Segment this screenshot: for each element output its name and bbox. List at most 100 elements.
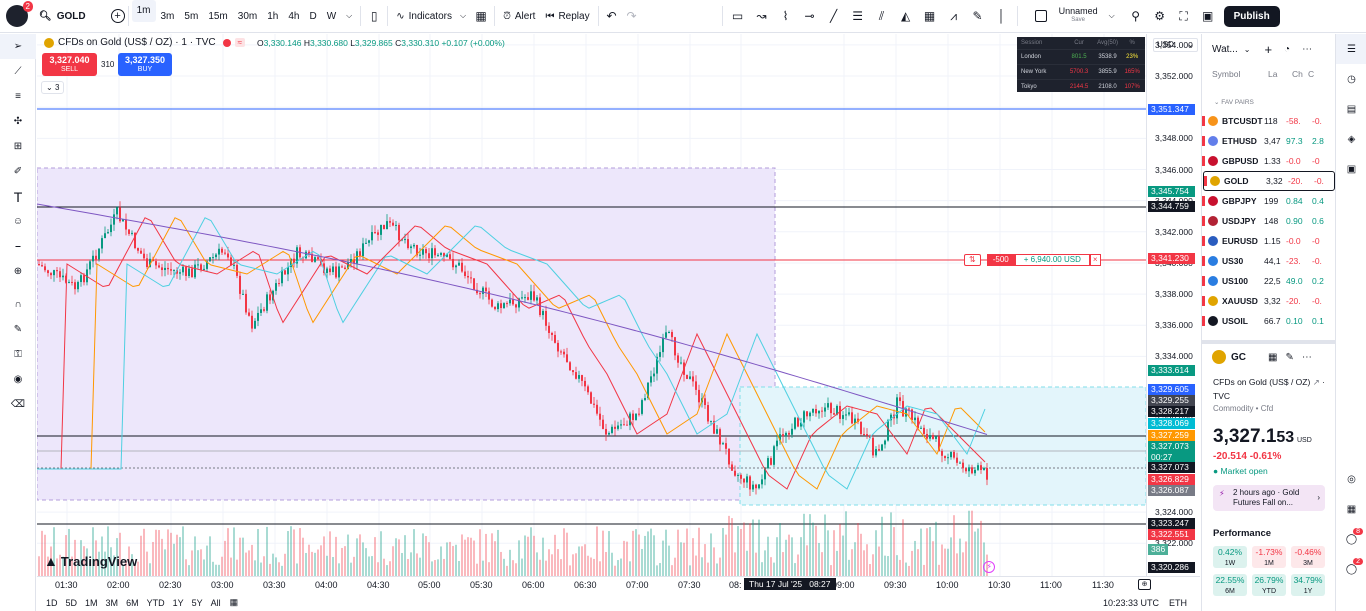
forecast-tool-icon[interactable]: ⊞ bbox=[13, 141, 23, 152]
range-ytd[interactable]: YTD bbox=[146, 597, 165, 608]
cursor-icon[interactable]: ➢ bbox=[0, 34, 36, 59]
watchlist-row[interactable]: USDJPY 148 0.90 0.6 bbox=[1202, 211, 1335, 231]
redo-icon[interactable]: ↷ bbox=[626, 9, 637, 23]
rectangle-icon[interactable]: ▭ bbox=[731, 9, 744, 23]
flag-marker[interactable] bbox=[1202, 256, 1205, 266]
watchlist-icon[interactable]: ☰ bbox=[1336, 34, 1366, 64]
calendar-icon[interactable]: ▦ bbox=[229, 597, 239, 607]
watchlist-row[interactable]: USOIL 66.7 0.10 0.1 bbox=[1202, 311, 1335, 331]
camera-snapshot-icon[interactable]: ▣ bbox=[1201, 9, 1214, 23]
flag-marker[interactable] bbox=[1202, 276, 1205, 286]
indicators-button[interactable]: ∿ Indicators ⌵ bbox=[391, 0, 471, 33]
triangle-icon[interactable]: ◭ bbox=[900, 9, 911, 23]
flag-marker[interactable] bbox=[1202, 136, 1205, 146]
stay-in-drawing-mode-icon[interactable]: ✎ bbox=[13, 324, 23, 335]
interval-3m[interactable]: 3m bbox=[160, 10, 175, 22]
interval-15m[interactable]: 15m bbox=[208, 10, 228, 22]
indicators-toggle[interactable]: ⌄ 3 bbox=[41, 81, 65, 94]
performance-cell[interactable]: -0.46% 3M bbox=[1291, 546, 1325, 568]
buy-button[interactable]: 3,327.350 BUY bbox=[118, 53, 172, 76]
watchlist-column-header[interactable]: Ch bbox=[1292, 69, 1303, 79]
scroll-to-realtime-icon[interactable]: ⊕ bbox=[1138, 579, 1151, 590]
news-card[interactable]: ⚡︎ 2 hours ago · Gold Futures Fall on...… bbox=[1213, 485, 1325, 511]
tradingview-logo[interactable]: ▲︎ TradingView bbox=[44, 553, 137, 569]
zoom-in-icon[interactable]: ⊕ bbox=[13, 266, 23, 277]
quick-search-icon[interactable]: ⚲ bbox=[1131, 9, 1140, 23]
watchlist-column-header[interactable]: C bbox=[1308, 69, 1315, 79]
interval-5m[interactable]: 5m bbox=[184, 10, 199, 22]
interval-4h[interactable]: 4h bbox=[288, 10, 300, 22]
emoji-icon[interactable]: ☺ bbox=[12, 216, 24, 227]
trend-line-icon[interactable]: ⟋ bbox=[14, 66, 22, 77]
details-symbol[interactable]: GC bbox=[1231, 351, 1246, 363]
chart-pane[interactable] bbox=[37, 34, 1146, 576]
lock-icon[interactable]: ⚿ bbox=[14, 349, 22, 360]
flag-marker[interactable] bbox=[1202, 236, 1205, 246]
currency-selector[interactable]: USD ⌄ bbox=[1153, 38, 1198, 52]
flag-marker[interactable] bbox=[1202, 156, 1205, 166]
sell-button[interactable]: 3,327.040 SELL bbox=[42, 53, 97, 76]
position-line-widget[interactable]: ⇅ -500 + 6,940.00 USD × bbox=[964, 254, 1101, 266]
advanced-view-icon[interactable]: ◔ bbox=[1284, 44, 1291, 55]
replay-button[interactable]: ⏮︎ Replay bbox=[540, 0, 594, 33]
user-avatar[interactable]: 2 bbox=[6, 1, 33, 27]
brush-icon[interactable]: ✐ bbox=[13, 166, 23, 177]
external-link-icon[interactable]: ↗ bbox=[1312, 377, 1320, 387]
pen-icon[interactable]: ✎ bbox=[972, 9, 983, 23]
range-5d[interactable]: 5D bbox=[65, 597, 78, 608]
chevron-down-icon[interactable]: ⌵ bbox=[1108, 11, 1115, 20]
fib-channel-icon[interactable]: ⫽ bbox=[878, 8, 885, 23]
lightning-icon[interactable]: ⚡︎ bbox=[983, 561, 995, 573]
chevron-down-icon[interactable]: ⌵ bbox=[346, 11, 353, 20]
session-toggle[interactable]: ETH bbox=[1169, 597, 1187, 608]
interval-w[interactable]: W bbox=[326, 10, 337, 22]
magnet-icon[interactable]: ∩ bbox=[14, 299, 22, 310]
watchlist-row[interactable]: BTCUSDT 118 -58. -0. bbox=[1202, 111, 1335, 131]
performance-cell[interactable]: 0.42% 1W bbox=[1213, 546, 1247, 568]
layout-name-button[interactable]: Unnamed Save bbox=[1059, 7, 1098, 25]
calendar-icon[interactable]: ▦ bbox=[1346, 503, 1357, 515]
close-position-icon[interactable]: × bbox=[1089, 254, 1101, 266]
vertical-line-icon[interactable]: │ bbox=[997, 9, 1006, 23]
path-icon[interactable]: ⌇ bbox=[782, 9, 789, 23]
interval-30m[interactable]: 30m bbox=[237, 10, 258, 22]
watchlist-column-header[interactable]: La bbox=[1268, 69, 1278, 79]
notifications-icon[interactable]: ◯ 8 bbox=[1336, 524, 1366, 554]
flag-marker[interactable] bbox=[1202, 296, 1205, 306]
price-chart[interactable] bbox=[37, 34, 1146, 576]
add-symbol-icon[interactable]: + bbox=[1264, 42, 1273, 57]
pattern-tool-icon[interactable]: ✣ bbox=[13, 116, 23, 127]
target-icon[interactable]: ◎ bbox=[1347, 473, 1356, 485]
horizontal-ray-icon[interactable]: ⊸ bbox=[804, 9, 815, 23]
gann-box-icon[interactable]: ▦ bbox=[923, 9, 936, 23]
symbol-search-button[interactable]: 🔍︎ GOLD bbox=[34, 0, 91, 33]
watchlist-row[interactable]: EURUSD 1.15 -0.0 -0 bbox=[1202, 231, 1335, 251]
alert-button[interactable]: ⏰︎ Alert bbox=[498, 0, 540, 33]
publish-button[interactable]: Publish bbox=[1223, 5, 1280, 27]
flag-marker[interactable] bbox=[1204, 176, 1207, 186]
legend-title[interactable]: CFDs on Gold (US$ / OZ) · 1 · TVC bbox=[58, 37, 216, 48]
range-1d[interactable]: 1D bbox=[46, 597, 58, 608]
chevron-down-icon[interactable]: ⌄ bbox=[1243, 45, 1251, 54]
watchlist-column-header[interactable]: Symbol bbox=[1212, 69, 1241, 79]
checkbox-icon[interactable] bbox=[1031, 6, 1051, 26]
watchlist-row[interactable]: US100 22,5 49.0 0.2 bbox=[1202, 271, 1335, 291]
performance-cell[interactable]: -1.73% 1M bbox=[1252, 546, 1286, 568]
reverse-position-icon[interactable]: ⇅ bbox=[964, 254, 981, 266]
watchlist-row[interactable]: GBPUSD 1.33 -0.0 -0 bbox=[1202, 151, 1335, 171]
range-6m[interactable]: 6M bbox=[126, 597, 139, 608]
watchlist-row[interactable]: GOLD 3,32 -20. -0. bbox=[1203, 171, 1335, 191]
flag-marker[interactable] bbox=[1202, 196, 1205, 206]
watchlist-row[interactable]: GBPJPY 199 0.84 0.4 bbox=[1202, 191, 1335, 211]
performance-cell[interactable]: 26.79% YTD bbox=[1252, 574, 1286, 596]
fib-retracement-icon[interactable]: ≡ bbox=[15, 91, 21, 102]
more-options-icon[interactable]: ⋯ bbox=[1302, 44, 1313, 55]
settings-gear-icon[interactable]: ⚙︎ bbox=[1154, 9, 1165, 23]
range-all[interactable]: All bbox=[210, 597, 221, 608]
eye-icon[interactable]: ◉ bbox=[13, 374, 23, 385]
flag-marker[interactable] bbox=[1202, 216, 1205, 226]
xabcd-pattern-icon[interactable]: ⩘ bbox=[950, 8, 957, 23]
fib-retracement-icon[interactable]: ☰ bbox=[852, 9, 863, 23]
watchlist-row[interactable]: XAUUSD 3,32 -20. -0. bbox=[1202, 291, 1335, 311]
interval-1m[interactable]: 1m bbox=[131, 0, 156, 22]
